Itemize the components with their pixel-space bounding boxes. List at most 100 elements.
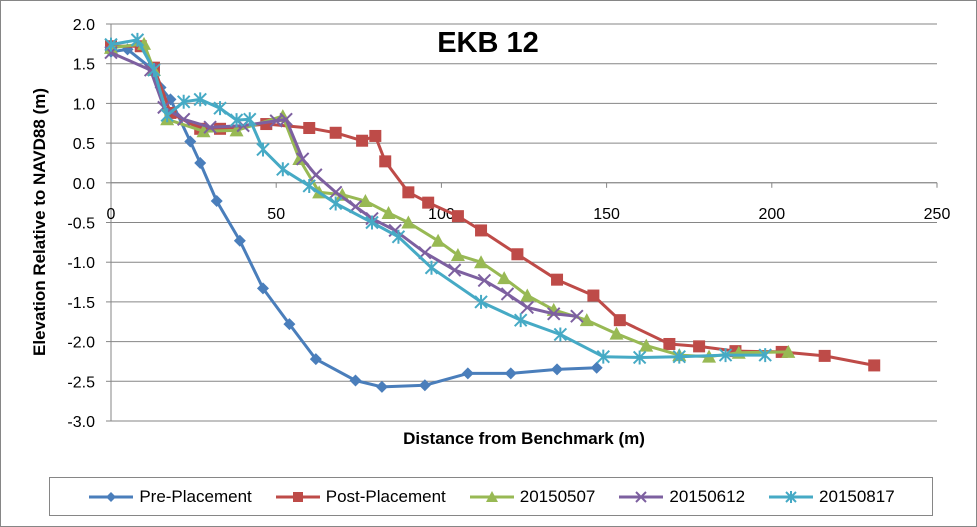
x-tick-label: 0 bbox=[107, 206, 116, 223]
series-20150507 bbox=[104, 36, 796, 363]
data-point bbox=[663, 337, 676, 350]
y-tick-label: -1.0 bbox=[67, 255, 95, 272]
data-point bbox=[283, 318, 296, 331]
legend-item: Post-Placement bbox=[274, 487, 446, 507]
data-point bbox=[477, 273, 492, 288]
y-tick-label: -2.5 bbox=[67, 374, 95, 391]
data-point bbox=[474, 294, 488, 309]
data-point bbox=[551, 363, 564, 376]
data-point bbox=[785, 490, 797, 503]
y-tick-label: -0.5 bbox=[67, 216, 95, 233]
data-point bbox=[194, 156, 207, 169]
data-point bbox=[424, 260, 439, 275]
data-point bbox=[579, 313, 594, 327]
data-point bbox=[381, 205, 396, 219]
legend-swatch bbox=[469, 490, 514, 502]
data-point bbox=[497, 271, 512, 285]
data-point bbox=[303, 122, 316, 135]
x-tick-labels: 0 50 100 150 200 250 bbox=[107, 182, 951, 223]
data-point bbox=[422, 196, 435, 209]
y-tick-labels: 2.0 1.5 1.0 0.5 0.0 -0.5 -1.0 -1.5 -2.0 -2.5 -3.0 bbox=[67, 17, 111, 431]
y-tick-label: -2.0 bbox=[67, 335, 95, 352]
data-point bbox=[229, 113, 244, 128]
data-point bbox=[635, 490, 648, 503]
data-point bbox=[547, 307, 561, 321]
data-point bbox=[520, 300, 535, 315]
data-point bbox=[295, 152, 310, 166]
x-tick-label: 250 bbox=[924, 206, 951, 223]
data-point bbox=[233, 234, 246, 247]
series-20150612 bbox=[104, 45, 584, 323]
legend-label: 20150817 bbox=[819, 486, 895, 506]
data-point bbox=[553, 327, 568, 342]
data-point bbox=[379, 155, 392, 168]
data-point bbox=[485, 490, 498, 502]
y-tick-label: 1.5 bbox=[73, 57, 95, 74]
y-tick-label: 1.0 bbox=[73, 96, 95, 113]
data-point bbox=[475, 224, 488, 237]
x-tick-label: 50 bbox=[267, 206, 285, 223]
data-point bbox=[639, 338, 654, 352]
data-point bbox=[693, 340, 706, 353]
data-point bbox=[570, 309, 584, 323]
y-axis-label: Elevation Relative to NAVD88 (m) bbox=[30, 88, 49, 356]
x-tick-label: 200 bbox=[758, 206, 785, 223]
legend-swatch bbox=[275, 491, 320, 502]
legend-item: Pre-Placement bbox=[87, 487, 252, 507]
legend-swatch bbox=[619, 490, 664, 503]
data-point bbox=[431, 233, 446, 247]
data-point bbox=[461, 367, 474, 380]
data-point bbox=[596, 349, 611, 364]
data-point bbox=[160, 108, 174, 123]
legend-item: 20150507 bbox=[468, 487, 595, 507]
data-point bbox=[130, 32, 145, 47]
data-point bbox=[104, 37, 118, 52]
data-point bbox=[520, 288, 535, 302]
data-point bbox=[758, 348, 772, 363]
y-tick-label: -1.5 bbox=[67, 295, 95, 312]
data-point bbox=[369, 129, 382, 142]
y-tick-label: 0.0 bbox=[73, 176, 95, 193]
data-point bbox=[356, 134, 369, 147]
legend-label: 20150612 bbox=[669, 486, 746, 506]
data-point bbox=[500, 287, 515, 301]
data-point bbox=[504, 367, 517, 380]
data-point bbox=[279, 112, 293, 126]
data-point bbox=[587, 289, 600, 302]
data-point bbox=[401, 215, 416, 229]
data-point bbox=[256, 142, 270, 157]
data-point bbox=[551, 273, 564, 286]
data-point bbox=[196, 124, 211, 138]
gridlines bbox=[111, 23, 937, 422]
data-point bbox=[292, 491, 303, 502]
data-point bbox=[213, 101, 227, 116]
data-point bbox=[328, 196, 343, 211]
data-point bbox=[243, 112, 257, 127]
y-tick-label: -3.0 bbox=[67, 414, 95, 431]
data-point bbox=[329, 126, 342, 139]
data-point bbox=[210, 195, 223, 208]
data-point bbox=[176, 112, 191, 126]
data-point bbox=[184, 135, 197, 148]
y-tick-label: 2.0 bbox=[73, 17, 95, 34]
data-point bbox=[513, 313, 528, 328]
data-point bbox=[613, 314, 626, 327]
y-tick-label: 0.5 bbox=[73, 136, 95, 153]
data-point bbox=[106, 491, 117, 502]
data-point bbox=[358, 194, 373, 208]
chart-title: EKB 12 bbox=[437, 27, 539, 59]
data-point bbox=[672, 349, 686, 364]
x-tick-label: 150 bbox=[593, 206, 620, 223]
legend-item: 20150817 bbox=[767, 487, 895, 507]
x-axis-label: Distance from Benchmark (m) bbox=[403, 429, 645, 448]
data-point bbox=[147, 63, 161, 78]
data-point bbox=[632, 350, 647, 365]
data-point bbox=[818, 349, 831, 362]
legend: Pre-Placement Post-Placement 20150507 20150… bbox=[49, 477, 933, 516]
legend-swatch bbox=[89, 491, 134, 502]
series-20150817 bbox=[104, 32, 772, 365]
data-point bbox=[511, 248, 524, 261]
series-layer bbox=[104, 32, 881, 393]
data-point bbox=[375, 380, 388, 393]
